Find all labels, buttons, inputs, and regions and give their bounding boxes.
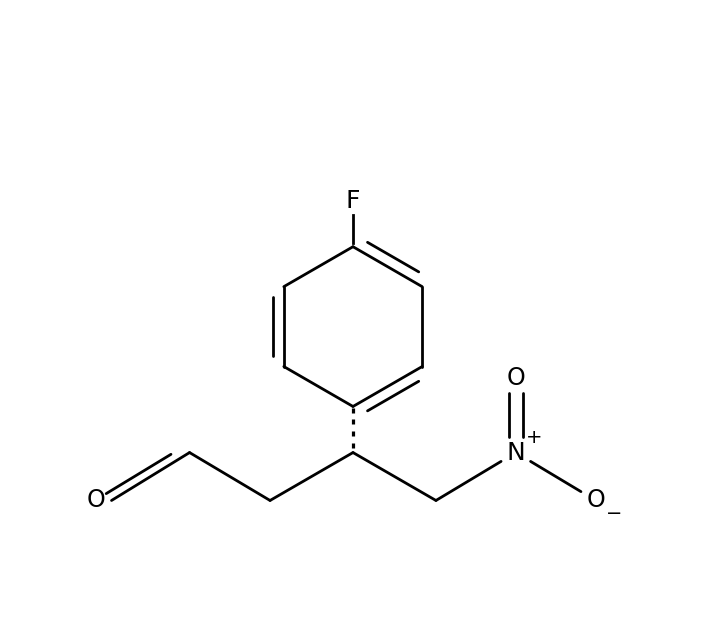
Text: O: O <box>586 489 605 513</box>
Text: N: N <box>506 441 525 464</box>
Text: +: + <box>526 428 542 446</box>
Text: F: F <box>346 188 360 213</box>
Text: O: O <box>506 366 525 389</box>
Text: O: O <box>86 489 105 513</box>
Text: −: − <box>606 505 622 523</box>
